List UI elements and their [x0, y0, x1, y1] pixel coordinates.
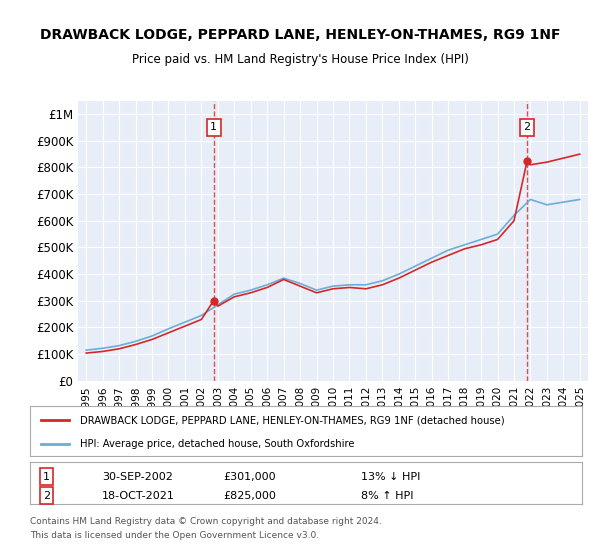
Text: £825,000: £825,000	[223, 491, 276, 501]
Text: 8% ↑ HPI: 8% ↑ HPI	[361, 491, 414, 501]
Text: 2: 2	[43, 491, 50, 501]
Text: 18-OCT-2021: 18-OCT-2021	[102, 491, 175, 501]
Text: 1: 1	[210, 123, 217, 133]
Text: DRAWBACK LODGE, PEPPARD LANE, HENLEY-ON-THAMES, RG9 1NF (detached house): DRAWBACK LODGE, PEPPARD LANE, HENLEY-ON-…	[80, 415, 505, 425]
Text: 2: 2	[524, 123, 530, 133]
Text: DRAWBACK LODGE, PEPPARD LANE, HENLEY-ON-THAMES, RG9 1NF: DRAWBACK LODGE, PEPPARD LANE, HENLEY-ON-…	[40, 28, 560, 42]
Text: This data is licensed under the Open Government Licence v3.0.: This data is licensed under the Open Gov…	[30, 531, 319, 540]
Text: Price paid vs. HM Land Registry's House Price Index (HPI): Price paid vs. HM Land Registry's House …	[131, 53, 469, 66]
Text: Contains HM Land Registry data © Crown copyright and database right 2024.: Contains HM Land Registry data © Crown c…	[30, 516, 382, 526]
Text: £301,000: £301,000	[223, 472, 276, 482]
Text: HPI: Average price, detached house, South Oxfordshire: HPI: Average price, detached house, Sout…	[80, 439, 354, 449]
Text: 30-SEP-2002: 30-SEP-2002	[102, 472, 173, 482]
Text: 1: 1	[43, 472, 50, 482]
Text: 13% ↓ HPI: 13% ↓ HPI	[361, 472, 421, 482]
